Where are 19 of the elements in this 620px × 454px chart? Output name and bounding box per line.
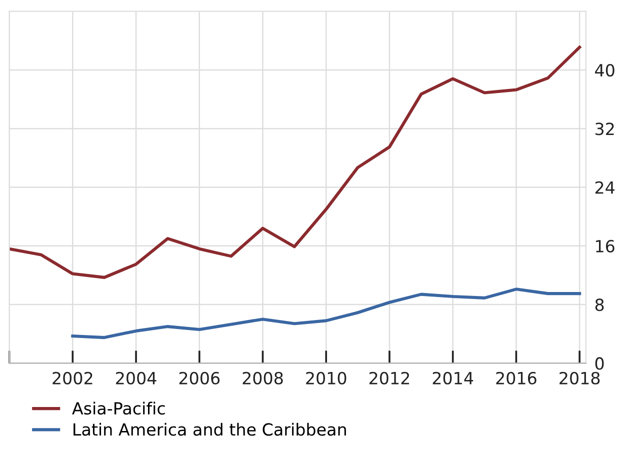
legend-label: Asia-Pacific	[72, 402, 165, 415]
x-tick-label: 2016	[496, 372, 536, 384]
x-tick-label: 2012	[369, 372, 410, 384]
x-tick-label: 2014	[432, 372, 474, 384]
y-tick-label: 24	[595, 181, 615, 194]
y-tick-label: 8	[595, 298, 604, 312]
y-tick-label: 0	[595, 357, 604, 370]
y-tick-label: 40	[595, 64, 614, 77]
x-tick-label: 2004	[116, 372, 156, 384]
line-series	[71, 288, 582, 340]
x-tick-label: 2002	[52, 372, 92, 384]
line-series	[9, 46, 582, 279]
x-tick-label: 2008	[242, 372, 283, 384]
y-tick-label: 32	[596, 122, 614, 136]
y-tick-label: 16	[596, 240, 614, 252]
x-tick-label: 2018	[560, 372, 600, 384]
legend-label: Latin America and the Caribbean	[74, 422, 346, 436]
x-tick-label: 2010	[306, 372, 346, 384]
x-tick-label: 2006	[179, 372, 220, 384]
